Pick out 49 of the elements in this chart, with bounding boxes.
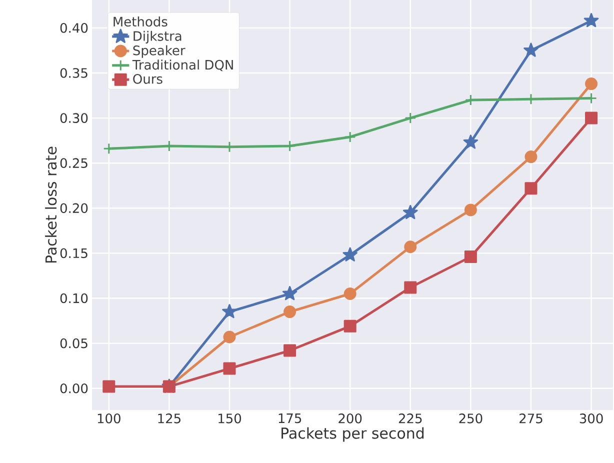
x-tick-label: 300 bbox=[580, 414, 603, 424]
y-tick-label: 0.35 bbox=[60, 68, 88, 78]
y-tick-label: 0.40 bbox=[60, 23, 88, 33]
legend-label: Speaker bbox=[133, 45, 186, 58]
y-tick-label: 0.20 bbox=[60, 203, 88, 214]
x-axis-title: Packets per second bbox=[282, 427, 424, 442]
x-tick-label: 100 bbox=[98, 414, 120, 424]
point bbox=[464, 250, 477, 264]
point bbox=[524, 182, 538, 195]
point bbox=[584, 12, 599, 28]
point bbox=[344, 287, 356, 300]
point bbox=[524, 42, 538, 57]
x-tick-label: 150 bbox=[218, 414, 242, 424]
y-axis-title: Packet loss rate bbox=[45, 146, 57, 263]
legend-label: Dijkstra bbox=[134, 30, 182, 44]
x-tick-label: 225 bbox=[398, 414, 422, 424]
x-tick-label: 175 bbox=[278, 414, 302, 424]
point bbox=[464, 204, 477, 216]
point bbox=[222, 304, 237, 318]
point bbox=[585, 112, 598, 124]
point bbox=[585, 78, 598, 90]
point bbox=[284, 306, 296, 318]
point bbox=[404, 112, 416, 124]
y-tick-label: 0.15 bbox=[60, 248, 88, 258]
point bbox=[102, 380, 116, 393]
x-tick-label: 250 bbox=[459, 414, 482, 424]
point bbox=[463, 134, 478, 149]
point bbox=[404, 281, 417, 294]
x-tick-label: 275 bbox=[520, 414, 542, 424]
x-tick-label: 200 bbox=[338, 414, 362, 424]
point bbox=[342, 247, 358, 262]
legend-label: Traditional DQN bbox=[132, 60, 233, 72]
y-tick-label: 0.10 bbox=[60, 293, 88, 304]
y-tick-label: 0.25 bbox=[60, 158, 88, 168]
y-tick-label: 0.00 bbox=[60, 383, 88, 394]
point bbox=[402, 204, 418, 220]
y-tick-label: 0.05 bbox=[60, 338, 88, 348]
point bbox=[223, 362, 236, 375]
y-tick-label: 0.30 bbox=[60, 113, 88, 123]
legend-label: Ours bbox=[133, 74, 162, 84]
point bbox=[344, 131, 356, 143]
x-tick-label: 125 bbox=[158, 414, 180, 424]
point bbox=[404, 240, 417, 254]
point bbox=[344, 320, 356, 332]
point bbox=[284, 344, 296, 357]
point bbox=[524, 150, 538, 164]
legend-title: Methods bbox=[114, 16, 168, 27]
point bbox=[282, 286, 298, 300]
point bbox=[223, 330, 236, 344]
